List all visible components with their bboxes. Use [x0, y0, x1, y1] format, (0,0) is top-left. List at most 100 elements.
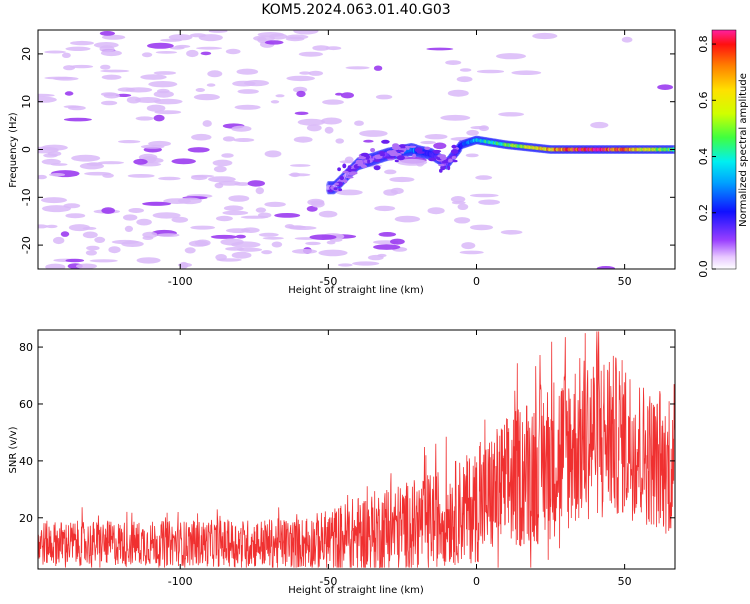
noise-blob: [157, 88, 170, 94]
ridge-speckle: [386, 150, 396, 155]
noise-blob: [152, 212, 181, 219]
noise-blob: [85, 250, 97, 256]
noise-blob: [321, 117, 342, 125]
ridge-speckle: [424, 146, 431, 150]
noise-blob: [41, 144, 68, 151]
noise-blob: [123, 214, 138, 221]
spectrogram-y-axis-label: Frequency (Hz): [8, 112, 19, 188]
noise-blob: [38, 174, 47, 180]
noise-blob: [262, 236, 284, 240]
noise-blob: [68, 105, 86, 111]
noise-blob: [345, 66, 370, 70]
noise-blob: [222, 210, 249, 216]
y-tick-label: 40: [19, 455, 33, 468]
noise-blob: [220, 238, 244, 246]
noise-blob: [64, 91, 74, 96]
noise-blob: [153, 114, 165, 122]
noise-blob: [42, 205, 71, 213]
noise-blob: [79, 162, 104, 170]
y-tick-label: -20: [20, 236, 33, 254]
noise-blob: [257, 36, 267, 44]
noise-blob: [374, 205, 396, 212]
ridge-speckle: [342, 163, 347, 169]
x-tick-label: -50: [319, 575, 337, 588]
noise-blob: [171, 158, 196, 165]
noise-blob: [49, 173, 66, 177]
noise-blob: [118, 140, 141, 144]
snr-frame: [37, 329, 676, 570]
noise-blob: [126, 96, 141, 104]
noise-blob: [125, 87, 153, 93]
noise-blob: [44, 76, 73, 80]
noise-blob: [318, 210, 338, 218]
noise-blob: [264, 150, 282, 158]
noise-blob: [397, 158, 428, 166]
noise-blob: [335, 138, 345, 144]
y-tick-label: 20: [20, 47, 33, 61]
noise-blob: [309, 234, 337, 240]
noise-blob: [127, 174, 155, 178]
ridge-speckle: [334, 182, 339, 186]
ridge-speckle: [440, 165, 446, 171]
noise-blob: [236, 247, 263, 252]
noise-blob: [210, 234, 238, 239]
noise-blob: [53, 236, 65, 245]
noise-blob: [235, 234, 246, 239]
y-tick-label: 60: [19, 398, 33, 411]
spectrogram-y-ticks: -20 -10 0 10 20: [20, 47, 675, 254]
noise-blob: [352, 261, 380, 266]
noise-blob: [247, 180, 265, 187]
chart-title: KOM5.2024.063.01.40.G03: [261, 2, 450, 18]
noise-blob: [207, 70, 223, 78]
noise-blob: [275, 94, 285, 98]
noise-blob: [291, 249, 318, 254]
noise-blob: [65, 46, 91, 51]
noise-blob: [82, 231, 98, 239]
noise-blob: [76, 263, 97, 269]
noise-blob: [196, 46, 223, 50]
colorbar-tick-label: 0.6: [697, 92, 710, 110]
ridge-speckle: [333, 187, 338, 191]
noise-blob: [222, 136, 235, 142]
noise-blob: [133, 158, 148, 165]
noise-blob: [447, 89, 469, 97]
noise-blob: [257, 32, 284, 37]
noise-blob: [234, 104, 261, 110]
noise-blob: [289, 172, 301, 178]
noise-blob: [82, 226, 97, 230]
noise-blob: [142, 201, 172, 206]
noise-blob: [184, 247, 196, 254]
noise-blob: [60, 231, 70, 237]
x-tick-label: 50: [618, 575, 632, 588]
noise-blob: [195, 88, 205, 92]
noise-blob: [478, 199, 500, 205]
ridge-speckle: [343, 179, 348, 184]
noise-blob: [140, 144, 165, 149]
noise-blob: [271, 241, 283, 248]
noise-blob: [160, 38, 183, 42]
noise-blob: [293, 30, 319, 35]
noise-blob: [50, 163, 68, 166]
noise-blob: [337, 263, 353, 267]
noise-blob: [212, 159, 233, 167]
ridge-speckle: [374, 154, 383, 160]
colorbar-ticks: 0.0 0.2 0.4 0.6 0.8: [697, 35, 716, 278]
noise-blob: [101, 74, 122, 80]
noise-blob: [293, 136, 313, 143]
noise-blob: [70, 64, 94, 69]
noise-blob: [394, 215, 421, 223]
snr-x-axis-label: Height of straight line (km): [288, 585, 424, 596]
noise-blob: [236, 68, 259, 75]
ridge-speckle: [373, 165, 381, 171]
noise-blob: [63, 203, 81, 209]
noise-blob: [498, 112, 525, 117]
noise-blob: [420, 140, 436, 145]
noise-blob: [187, 147, 210, 153]
noise-blob: [335, 189, 363, 196]
ridge-speckle: [350, 168, 358, 172]
noise-blob: [261, 250, 273, 255]
noise-blob: [590, 121, 609, 129]
ridge-speckle: [387, 156, 396, 159]
noise-blob: [657, 84, 673, 90]
noise-blob: [140, 74, 167, 80]
